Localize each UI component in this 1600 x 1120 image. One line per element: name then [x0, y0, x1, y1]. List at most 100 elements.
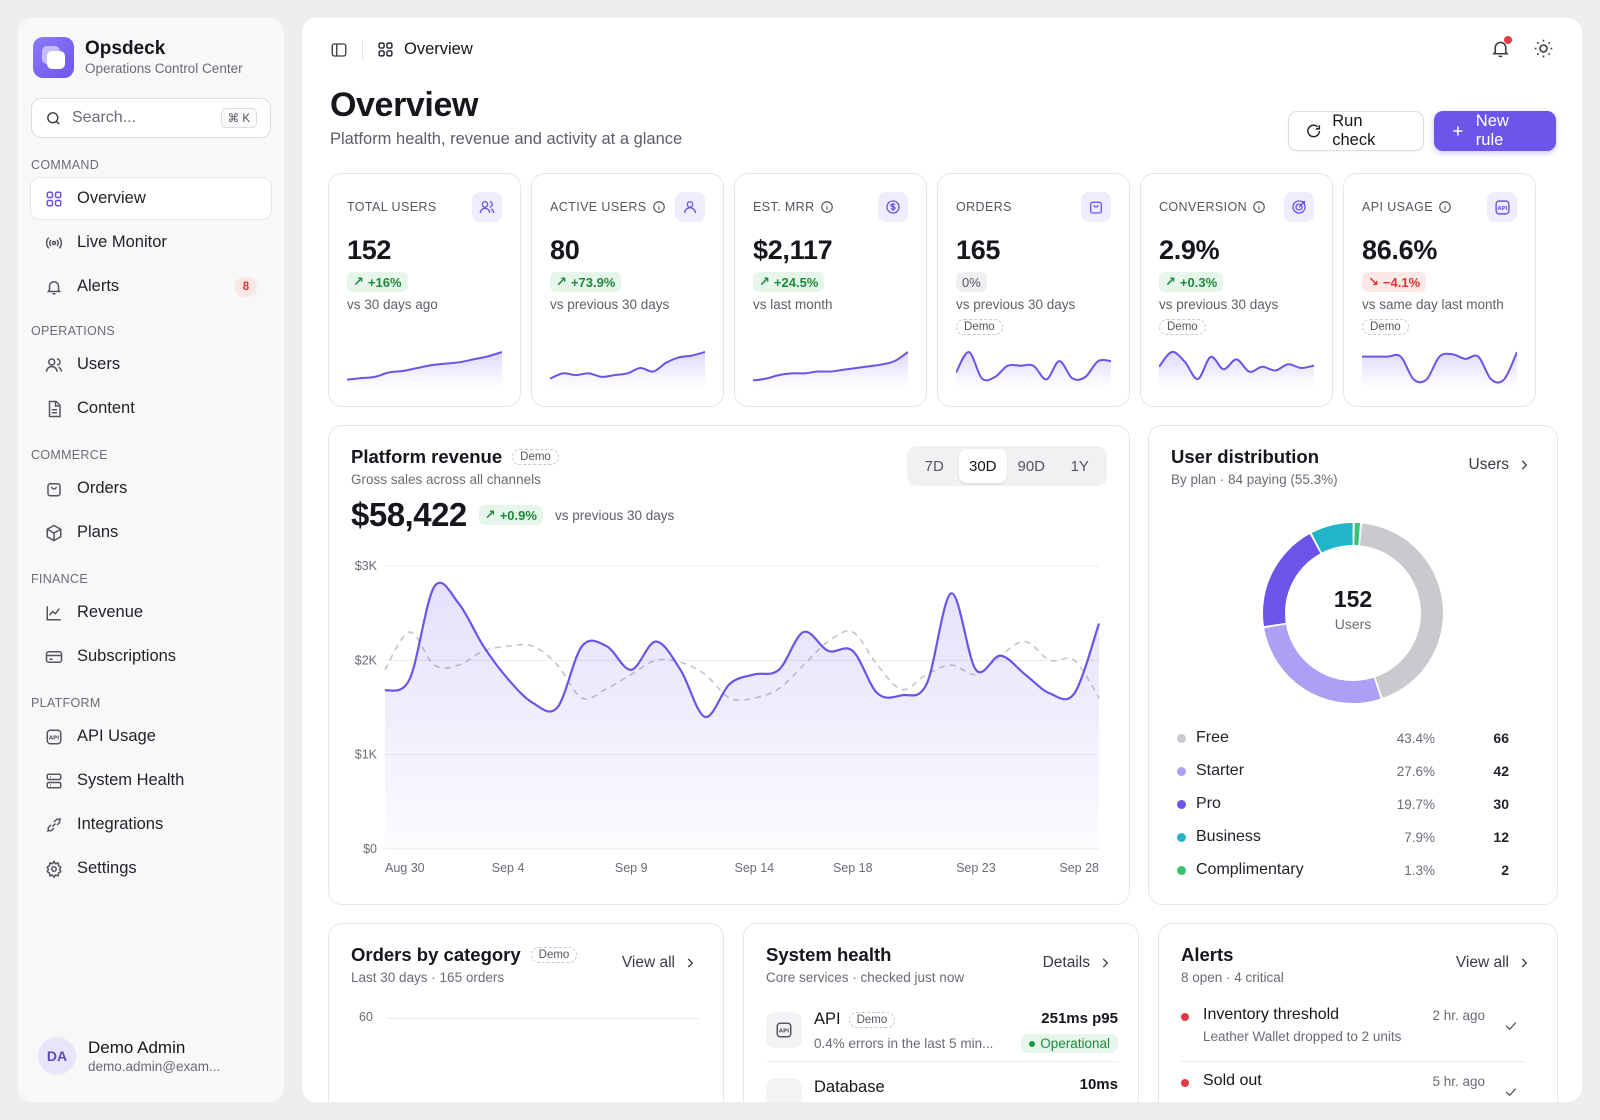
sidebar-item-label: Alerts [77, 277, 120, 295]
sidebar-item-users[interactable]: Users [31, 344, 271, 385]
kpi-card-api-usage[interactable]: API USAGE API 86.6% ↘ −4.1% vs same day l… [1343, 173, 1536, 407]
check-icon[interactable] [1503, 1018, 1519, 1034]
sidebar-item-orders[interactable]: Orders [31, 468, 271, 509]
alerts-view-all-link[interactable]: View all [1456, 954, 1531, 972]
alert-time: 2 hr. ago [1432, 1008, 1485, 1023]
info-icon [820, 201, 833, 213]
chevron-right-icon [687, 958, 694, 968]
users-icon [45, 357, 63, 372]
alerts-count-badge: 8 [235, 276, 257, 297]
sidebar-item-plans[interactable]: Plans [31, 512, 271, 553]
section-operations: OPERATIONS [31, 324, 116, 338]
kpi-sparkline [347, 351, 502, 388]
kpi-label: EST. MRR [753, 200, 834, 214]
sidebar-item-overview[interactable]: Overview [31, 178, 271, 219]
sparkline-area [956, 351, 1111, 388]
kpi-card-est-mrr[interactable]: EST. MRR $2,117 ↗ +24.5% vs last month [734, 173, 927, 407]
kpi-sparkline [956, 351, 1111, 388]
grid-icon [378, 42, 393, 57]
page-subtitle: Platform health, revenue and activity at… [330, 130, 683, 148]
users-link[interactable]: Users [1469, 456, 1531, 474]
kpi-label: API USAGE [1362, 200, 1452, 214]
range-1y[interactable]: 1Y [1070, 457, 1089, 475]
kpi-value: 165 [956, 235, 1001, 265]
sidebar-item-content[interactable]: Content [31, 388, 271, 429]
avatar: DA [38, 1037, 76, 1075]
demo-tag: Demo [530, 947, 578, 963]
y-tick-label: $1K [355, 748, 378, 762]
user-distribution-card: User distribution By plan · 84 paying (5… [1148, 425, 1558, 905]
sparkline-area [1362, 352, 1517, 388]
range-90d[interactable]: 90D [1017, 457, 1046, 475]
legend-row-business: Business 7.9% 12 [1177, 827, 1509, 847]
alert-item[interactable]: Sold out 5 hr. ago [1181, 1070, 1525, 1102]
range-30d[interactable]: 30D [958, 449, 1007, 483]
brand[interactable]: Opsdeck Operations Control Center [33, 37, 243, 78]
kpi-compare: vs last month [753, 297, 833, 312]
donut-slice-starter [1264, 624, 1381, 703]
kpi-card-orders[interactable]: ORDERS 165 0% vs previous 30 days Demo [937, 173, 1130, 407]
sidebar-item-label: Live Monitor [77, 233, 167, 251]
svg-text:API: API [779, 1029, 790, 1035]
breadcrumb: Overview [404, 40, 473, 58]
service-detail: 0.4% errors in the last 5 min... [814, 1036, 994, 1051]
kpi-delta: ↗ +24.5% [753, 272, 825, 292]
plug-icon [46, 817, 62, 832]
broadcast-icon [45, 236, 63, 249]
search-icon [47, 111, 60, 125]
sidebar-item-alerts[interactable]: Alerts 8 [31, 266, 271, 307]
sidebar-item-integrations[interactable]: Integrations [31, 804, 271, 845]
sidebar-item-live-monitor[interactable]: Live Monitor [31, 222, 271, 263]
demo-tag: Demo [512, 449, 559, 465]
bell-icon [1492, 41, 1509, 58]
kpi-label: CONVERSION [1159, 200, 1266, 214]
service-row-database[interactable]: Database 10ms [766, 1070, 1118, 1102]
y-tick-label: $3K [355, 559, 378, 573]
orders-view-all-link[interactable]: View all [622, 954, 697, 972]
sidebar-item-revenue[interactable]: Revenue [31, 592, 271, 633]
document-icon [48, 400, 61, 417]
chevron-right-icon [1521, 460, 1528, 470]
alert-title: Sold out [1203, 1072, 1262, 1089]
search-input[interactable]: Search... ⌘ K [31, 98, 271, 138]
critical-dot [1181, 1013, 1189, 1021]
range-selector: 7D 30D 90D 1Y [907, 446, 1107, 486]
kpi-compare: vs previous 30 days [550, 297, 670, 312]
alert-title: Inventory threshold [1203, 1006, 1340, 1023]
new-rule-label: New rule [1475, 112, 1509, 149]
sun-icon[interactable] [1533, 38, 1554, 59]
sidebar-item-settings[interactable]: Settings [31, 848, 271, 889]
kpi-compare: vs same day last month [1362, 297, 1504, 312]
target-icon [1284, 192, 1314, 222]
sidebar-item-label: Plans [77, 523, 119, 541]
system-health-title: System health [766, 944, 892, 965]
alerts-card: Alerts 8 open · 4 critical View all Inve… [1158, 923, 1558, 1102]
alert-item[interactable]: Inventory threshold Leather Wallet dropp… [1181, 1004, 1525, 1062]
demo-tag: Demo [1159, 319, 1206, 335]
sidebar-item-subscriptions[interactable]: Subscriptions [31, 636, 271, 677]
run-check-button[interactable]: Run check [1288, 111, 1424, 151]
service-row-api[interactable]: API API Demo 0.4% errors in the last 5 m… [766, 1006, 1118, 1062]
kpi-card-active-users[interactable]: ACTIVE USERS 80 ↗ +73.9% vs previous 30 d… [531, 173, 724, 407]
sidebar-item-label: System Health [77, 771, 185, 789]
line-chart-icon [46, 605, 61, 620]
sidebar-item-api-usage[interactable]: API API Usage [31, 716, 271, 757]
kpi-card-total-users[interactable]: TOTAL USERS 152 ↗ +16% vs 30 days ago [328, 173, 521, 407]
kpi-card-conversion[interactable]: CONVERSION 2.9% ↗ +0.3% vs previous 30 da… [1140, 173, 1333, 407]
notifications-button[interactable] [1490, 36, 1512, 59]
info-icon [1253, 201, 1265, 213]
grid-icon [46, 191, 62, 206]
status-badge: Operational [1021, 1034, 1118, 1053]
run-check-label: Run check [1332, 112, 1376, 149]
kpi-sparkline [550, 351, 705, 388]
check-icon[interactable] [1503, 1084, 1519, 1100]
page-title: Overview [330, 86, 479, 124]
sidebar-item-system-health[interactable]: System Health [31, 760, 271, 801]
details-link[interactable]: Details [1043, 954, 1112, 972]
user-profile[interactable]: DA Demo Admin demo.admin@exam... [38, 1037, 220, 1075]
sidebar-toggle-icon[interactable] [330, 41, 348, 59]
kpi-value: $2,117 [753, 235, 833, 265]
range-7d[interactable]: 7D [924, 457, 944, 475]
new-rule-button[interactable]: New rule [1434, 111, 1556, 151]
x-tick-label: Sep 18 [833, 861, 873, 875]
